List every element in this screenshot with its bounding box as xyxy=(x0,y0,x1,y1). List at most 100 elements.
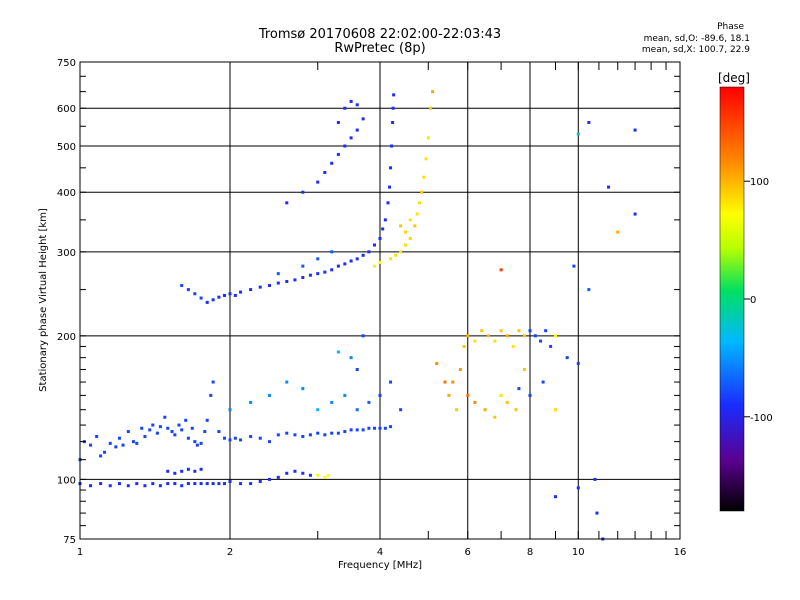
data-point xyxy=(173,482,177,486)
data-point xyxy=(455,408,459,412)
data-point xyxy=(301,276,305,280)
data-point xyxy=(539,339,543,343)
data-point xyxy=(239,438,243,442)
data-point xyxy=(378,260,382,264)
data-point xyxy=(205,418,209,422)
y-tick-label: 500 xyxy=(57,142,76,153)
data-point xyxy=(258,479,262,483)
data-point xyxy=(151,423,155,427)
x-tick-label: 10 xyxy=(572,547,585,558)
data-point xyxy=(367,400,371,404)
data-point xyxy=(316,257,320,261)
data-point xyxy=(316,473,320,477)
data-point xyxy=(205,482,209,486)
data-point xyxy=(239,290,243,294)
data-point xyxy=(451,380,455,384)
data-point xyxy=(135,482,139,486)
data-point xyxy=(199,296,203,300)
data-point xyxy=(186,288,190,292)
data-point xyxy=(336,121,340,125)
data-point xyxy=(336,264,340,268)
data-point xyxy=(166,469,170,473)
data-point xyxy=(330,250,334,254)
data-point xyxy=(349,428,353,432)
data-point xyxy=(595,511,599,515)
data-point xyxy=(373,264,377,268)
data-point xyxy=(99,454,103,458)
data-point xyxy=(316,180,320,184)
data-point xyxy=(389,425,393,429)
data-point xyxy=(480,329,484,333)
grid xyxy=(80,62,680,539)
data-point xyxy=(158,484,162,488)
data-point xyxy=(355,257,359,261)
data-point xyxy=(514,408,518,412)
data-point xyxy=(486,334,490,338)
data-point xyxy=(383,426,387,430)
data-point xyxy=(523,367,527,371)
data-point xyxy=(367,250,371,254)
data-point xyxy=(343,393,347,397)
data-point xyxy=(249,288,253,292)
data-point xyxy=(349,356,353,360)
data-point xyxy=(166,482,170,486)
data-point xyxy=(528,329,532,333)
data-point xyxy=(140,426,144,430)
data-point xyxy=(388,185,392,189)
data-point xyxy=(473,339,477,343)
data-point xyxy=(211,298,215,302)
data-point xyxy=(323,433,327,437)
y-tick-label: 400 xyxy=(57,188,76,199)
data-point xyxy=(89,443,93,447)
data-point xyxy=(276,281,280,285)
data-point xyxy=(378,426,382,430)
data-point xyxy=(249,482,253,486)
x-tick-label: 6 xyxy=(465,547,471,558)
data-point xyxy=(431,90,435,94)
data-point xyxy=(576,361,580,365)
data-point xyxy=(228,408,232,412)
data-point xyxy=(517,329,521,333)
data-point xyxy=(408,218,412,222)
y-tick-label: 600 xyxy=(57,104,76,115)
data-point xyxy=(426,136,430,140)
data-point xyxy=(285,201,289,205)
data-point xyxy=(308,473,312,477)
data-point xyxy=(493,339,497,343)
data-point xyxy=(293,433,297,437)
phase-stats-header: Phase xyxy=(717,22,744,32)
data-point xyxy=(413,224,417,228)
data-point xyxy=(143,484,147,488)
data-point xyxy=(373,426,377,430)
colorbar-ticks: 100 0 -100 xyxy=(744,177,773,424)
data-point xyxy=(258,285,262,289)
data-point xyxy=(399,224,403,228)
data-point xyxy=(553,334,557,338)
data-point xyxy=(180,283,184,287)
data-point xyxy=(399,408,403,412)
data-point xyxy=(217,430,221,434)
data-point xyxy=(343,430,347,434)
data-point xyxy=(447,393,451,397)
data-point xyxy=(217,295,221,299)
data-point xyxy=(417,201,421,205)
y-tick-label: 75 xyxy=(63,535,76,546)
data-point xyxy=(193,440,197,444)
data-point xyxy=(336,350,340,354)
data-point xyxy=(276,272,280,276)
data-point xyxy=(184,418,188,422)
colorbar-label: [deg] xyxy=(718,71,750,85)
data-point xyxy=(276,475,280,479)
data-point xyxy=(170,430,174,434)
data-point xyxy=(517,387,521,391)
data-point xyxy=(523,334,527,338)
x-axis-label: Frequency [MHz] xyxy=(338,560,422,571)
data-point xyxy=(199,482,203,486)
data-point xyxy=(378,393,382,397)
data-point xyxy=(633,128,637,132)
x-tick-label: 1 xyxy=(77,547,83,558)
data-point xyxy=(541,380,545,384)
data-point xyxy=(173,433,177,437)
data-point xyxy=(435,361,439,365)
data-point xyxy=(343,106,347,110)
